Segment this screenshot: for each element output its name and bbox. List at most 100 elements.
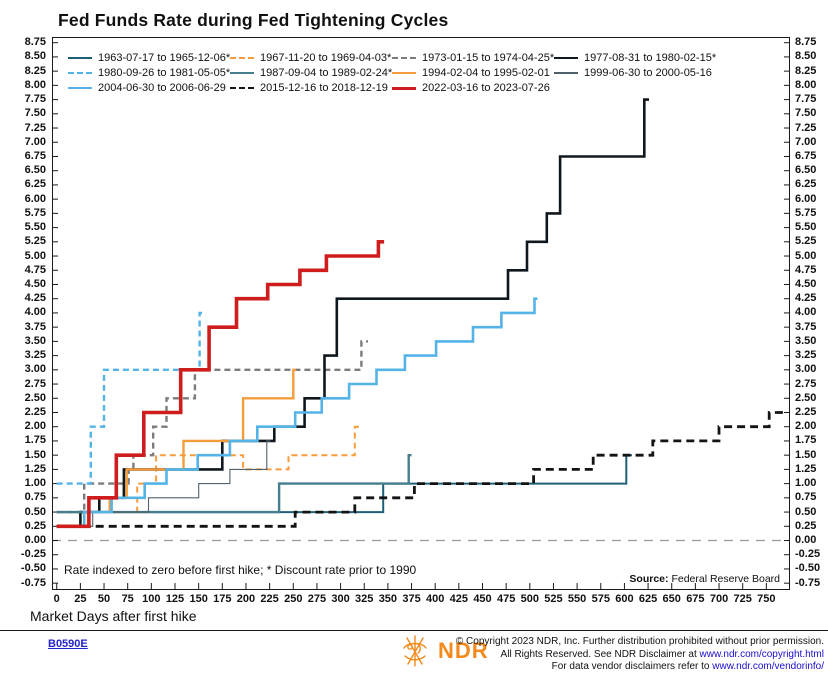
legend-swatch <box>230 72 254 74</box>
vendor-disclaimer-link[interactable]: www.ndr.com/vendorinfo/ <box>712 661 824 672</box>
y-axis-tick-label: 5.50 <box>24 221 46 234</box>
x-axis-tick-label: 550 <box>567 593 587 605</box>
y-axis-tick-label: 3.50 <box>795 334 817 347</box>
x-axis-tick-label: 725 <box>733 593 752 605</box>
y-axis-tick-label: 2.50 <box>795 391 817 404</box>
legend-label: 1999-06-30 to 2000-05-16 <box>584 67 712 79</box>
y-axis-tick-label: 0.75 <box>795 491 817 504</box>
x-axis-tick-label: 600 <box>615 593 634 605</box>
legend-item: 1994-02-04 to 1995-02-01 <box>392 67 550 79</box>
y-axis-tick-label: 6.25 <box>24 178 46 191</box>
x-axis-tick-label: 475 <box>496 593 516 605</box>
x-axis-tick-label: 50 <box>97 593 111 605</box>
page-title: Fed Funds Rate during Fed Tightening Cyc… <box>58 10 449 30</box>
y-axis-tick-label: 1.75 <box>24 434 46 447</box>
y-axis-tick-label: 1.50 <box>24 448 46 461</box>
chart-id-link[interactable]: B0590E <box>48 638 88 650</box>
y-axis-tick-label: 0.75 <box>24 491 46 504</box>
y-axis-tick-label: 7.50 <box>795 107 817 120</box>
x-axis-tick-label: 250 <box>284 593 303 605</box>
y-axis-tick-label: 3.00 <box>795 363 817 376</box>
x-axis-tick-label: 175 <box>213 593 232 605</box>
legend-label: 2015-12-16 to 2018-12-19 <box>260 82 388 94</box>
ndr-logo-text: NDR <box>438 638 489 663</box>
y-axis-tick-label: 0.50 <box>795 505 817 518</box>
series-line-6 <box>56 368 297 528</box>
legend-item: 2004-06-30 to 2006-06-29 <box>68 82 226 94</box>
legend-label: 1987-09-04 to 1989-02-24* <box>260 67 393 79</box>
y-axis-tick-label: 2.00 <box>24 420 46 433</box>
series-line-1 <box>56 425 361 514</box>
legend-swatch <box>554 57 578 59</box>
annotation-note: Rate indexed to zero before first hike; … <box>64 563 417 577</box>
series-line-10 <box>56 240 385 529</box>
x-axis-tick-label: 625 <box>638 593 658 605</box>
copyright-link[interactable]: www.ndr.com/copyright.html <box>699 648 825 660</box>
x-axis-title: Market Days after first hike <box>30 608 197 624</box>
legend-label: 1994-02-04 to 1995-02-01 <box>422 67 550 79</box>
y-axis-tick-label: 8.25 <box>795 64 817 77</box>
y-axis-tick-label: 1.00 <box>795 477 817 490</box>
legend-swatch <box>392 72 416 74</box>
y-axis-tick-label: 2.25 <box>24 405 46 418</box>
y-axis-tick-label: 8.50 <box>795 50 817 63</box>
y-axis-tick-label: 5.25 <box>795 235 817 248</box>
x-axis-tick-label: 350 <box>378 593 398 605</box>
ndr-antelope-logo-icon <box>403 635 427 667</box>
y-axis-tick-label: 5.00 <box>24 249 46 262</box>
legend-item: 1963-07-17 to 1965-12-06* <box>68 52 230 64</box>
legend-item: 1977-08-31 to 1980-02-15* <box>554 52 716 64</box>
copyright-line-2: All Rights Reserved. See NDR Disclaimer … <box>500 648 825 660</box>
x-axis-tick-label: 300 <box>331 593 350 605</box>
series-line-8 <box>56 297 538 528</box>
y-axis-tick-label: 1.75 <box>795 434 817 447</box>
y-axis-tick-label: 5.75 <box>795 206 817 219</box>
series-line-9 <box>56 411 786 528</box>
legend-swatch <box>230 57 254 59</box>
x-axis-tick-label: 525 <box>544 593 563 605</box>
y-axis-tick-label: 0.00 <box>795 534 817 546</box>
y-axis-tick-label: 2.75 <box>24 377 46 390</box>
source-label: Source: <box>629 573 669 585</box>
plot-area <box>52 42 790 590</box>
y-axis-tick-label: 7.25 <box>795 121 817 134</box>
legend-label: 2004-06-30 to 2006-06-29 <box>98 82 226 94</box>
x-axis-tick-label: 425 <box>449 593 469 605</box>
legend-label: 1963-07-17 to 1965-12-06* <box>98 52 231 64</box>
x-axis-tick-label: 125 <box>165 593 185 605</box>
y-axis-tick-label: 3.75 <box>24 320 46 333</box>
legend-swatch <box>68 57 92 59</box>
x-axis-tick-label: 400 <box>426 593 445 605</box>
y-axis-tick-label: 8.75 <box>795 36 817 49</box>
legend-item: 1999-06-30 to 2000-05-16 <box>554 67 712 79</box>
y-axis-tick-label: 7.25 <box>24 121 46 134</box>
x-axis-tick-label: 0 <box>53 593 60 605</box>
y-axis-tick-label: 8.75 <box>24 36 46 49</box>
y-axis-tick-label: 5.00 <box>795 249 817 262</box>
y-axis-tick-label: 7.00 <box>795 135 817 148</box>
y-axis-tick-label: 6.00 <box>24 192 46 205</box>
y-axis-tick-label: 5.25 <box>24 235 46 248</box>
x-axis-tick-label: 675 <box>686 593 705 605</box>
ndr-logo: NDR <box>398 634 489 668</box>
y-axis-tick-label: 0.25 <box>795 519 817 532</box>
legend-item: 2022-03-16 to 2023-07-26 <box>392 82 550 94</box>
y-axis-tick-label: 0.50 <box>24 505 46 518</box>
legend-label: 2022-03-16 to 2023-07-26 <box>422 82 550 94</box>
y-axis-tick-label: -0.50 <box>795 562 821 575</box>
y-axis-tick-label: 1.00 <box>24 477 46 490</box>
footer-separator <box>0 630 828 631</box>
legend-item: 1967-11-20 to 1969-04-03* <box>230 52 391 64</box>
x-axis-tick-label: 750 <box>757 593 776 605</box>
y-axis-tick-label: 7.75 <box>795 93 817 106</box>
copyright-block: © Copyright 2023 NDR, Inc. Further distr… <box>456 636 824 674</box>
y-axis-tick-label: 6.75 <box>795 149 817 162</box>
series-line-4 <box>56 311 205 485</box>
y-axis-tick-label: 7.50 <box>24 107 46 120</box>
y-axis-tick-label: 6.00 <box>795 192 817 205</box>
y-axis-tick-label: 4.25 <box>24 292 46 305</box>
y-axis-tick-label: 3.00 <box>24 363 46 376</box>
y-axis-tick-label: 2.25 <box>795 405 817 418</box>
copyright-line-3: For data vendor disclaimers refer to www… <box>551 661 824 672</box>
